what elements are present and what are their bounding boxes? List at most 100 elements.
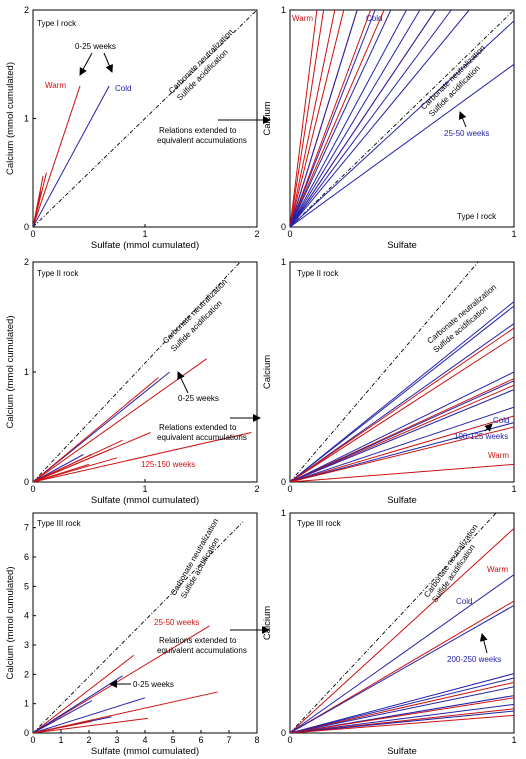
y-tick-label: 7 bbox=[24, 523, 29, 533]
x-axis-label: Sulfate (mmol cumulated) bbox=[91, 746, 199, 757]
reference-line bbox=[33, 10, 257, 227]
panel-type3-left: 0 1 2 3 4 5 6 7 8 0 1 2 3 4 5 6 7 Sulfate (mmol cumulated… bbox=[5, 512, 260, 757]
weeks-label: 0-25 weeks bbox=[178, 394, 219, 403]
warm-series-line bbox=[33, 377, 159, 482]
cold-series-line bbox=[290, 604, 514, 733]
reference-label-top: Carbonate neutralization bbox=[426, 283, 499, 346]
x-tick-label: 0 bbox=[30, 484, 35, 494]
weeks-pointer-arrow bbox=[177, 371, 189, 394]
x-tick-label: 7 bbox=[226, 735, 231, 745]
y-tick-label: 1 bbox=[281, 257, 286, 267]
warm-series-line bbox=[290, 336, 514, 482]
x-tick-label: 1 bbox=[142, 229, 147, 239]
warm-series-line bbox=[33, 654, 135, 733]
warm-series-line bbox=[290, 10, 345, 227]
warm-series-line bbox=[290, 384, 514, 482]
x-axis-label: Sulfate bbox=[387, 746, 417, 757]
warm-series-line bbox=[33, 448, 112, 482]
reference-line bbox=[290, 513, 497, 733]
cold-series-line bbox=[290, 380, 514, 482]
rock-label: Type III rock bbox=[37, 519, 82, 528]
x-tick-label: 8 bbox=[254, 735, 259, 745]
y-axis-label: Calcium (mmol cumulated) bbox=[5, 316, 16, 429]
x-tick-label: 2 bbox=[254, 484, 259, 494]
warm-series-line bbox=[290, 10, 336, 227]
reference-label-top: Carbonate neutralization bbox=[161, 277, 229, 345]
reference-line bbox=[290, 262, 479, 482]
cold-label: Cold bbox=[366, 14, 382, 23]
cold-series-line bbox=[33, 85, 110, 227]
cold-series-line bbox=[290, 10, 407, 227]
cold-series-line bbox=[290, 10, 421, 227]
x-tick-label: 0 bbox=[287, 735, 292, 745]
y-tick-label: 2 bbox=[24, 5, 29, 15]
rock-label: Type I rock bbox=[457, 212, 497, 221]
cold-series-line bbox=[290, 574, 514, 733]
cold-series-line bbox=[290, 703, 514, 733]
cold-series-line bbox=[290, 63, 514, 227]
weeks-label: 0-25 weeks bbox=[75, 42, 116, 51]
weeks-label: 200-250 weeks bbox=[447, 655, 501, 664]
reference-line bbox=[290, 10, 514, 227]
cold-series-line bbox=[290, 10, 470, 227]
warm-label: Warm bbox=[488, 451, 509, 460]
warm-series-line bbox=[290, 10, 318, 227]
y-tick-label: 6 bbox=[24, 552, 29, 562]
y-tick-label: 3 bbox=[24, 640, 29, 650]
extend-label-2: equivalent accumulations bbox=[157, 136, 247, 145]
y-tick-label: 1 bbox=[24, 699, 29, 709]
y-axis-label: Calcium bbox=[262, 101, 273, 135]
warm-label: Warm bbox=[487, 565, 508, 574]
reference-label-top: Carbonate neutralization bbox=[167, 27, 235, 95]
cold-series-line bbox=[290, 10, 452, 227]
plot-frame bbox=[32, 261, 258, 483]
warm-series-line bbox=[33, 625, 210, 733]
panel-type2-right: 0 1 0 1 Sulfate Calcium bbox=[262, 257, 517, 506]
cold-series-line bbox=[290, 389, 514, 482]
cold-series-line bbox=[290, 10, 437, 227]
warm-label: Warm bbox=[45, 81, 66, 90]
warm-series-line bbox=[33, 203, 40, 227]
warm-series-line bbox=[290, 10, 325, 227]
warm-label: Warm bbox=[292, 14, 313, 23]
cold-series-line bbox=[33, 700, 93, 733]
x-tick-label: 3 bbox=[114, 735, 119, 745]
warm-series-line bbox=[290, 528, 514, 733]
cold-label: Cold bbox=[456, 597, 472, 606]
cold-series-line bbox=[290, 305, 514, 482]
x-axis-label: Sulfate (mmol cumulated) bbox=[91, 495, 199, 506]
warm-series-line bbox=[290, 681, 514, 733]
y-tick-label: 0 bbox=[281, 728, 286, 738]
rock-label: Type I rock bbox=[37, 19, 77, 28]
extend-label-2: equivalent accumulations bbox=[157, 646, 247, 655]
warm-series-line bbox=[290, 10, 385, 227]
x-tick-label: 1 bbox=[142, 484, 147, 494]
cold-series-line bbox=[290, 20, 514, 227]
y-tick-label: 2 bbox=[24, 257, 29, 267]
rock-label: Type III rock bbox=[297, 519, 342, 528]
warm-series-line bbox=[33, 720, 92, 733]
cold-series-line bbox=[290, 10, 392, 227]
cold-series-line bbox=[290, 710, 514, 733]
cold-series-line bbox=[290, 422, 514, 482]
cold-series-line bbox=[33, 697, 146, 733]
weeks-label: 25-50 weeks bbox=[444, 129, 489, 138]
weeks-pointer-arrow bbox=[484, 423, 493, 432]
y-tick-label: 5 bbox=[24, 581, 29, 591]
panel-type3-right: 0 1 0 1 Sulfate Calcium bbox=[262, 508, 517, 757]
warm-series-line bbox=[33, 432, 252, 482]
y-tick-label: 0 bbox=[24, 222, 29, 232]
cold-series-line bbox=[290, 10, 376, 227]
cold-series-line bbox=[290, 323, 514, 482]
weeks-pointer-arrow bbox=[79, 52, 93, 76]
y-tick-label: 0 bbox=[281, 222, 286, 232]
cold-series-line bbox=[290, 673, 514, 733]
x-axis-label: Sulfate (mmol cumulated) bbox=[91, 240, 199, 251]
warm-series-line bbox=[290, 415, 514, 482]
weeks-label-2: 25-50 weeks bbox=[154, 618, 199, 627]
warm-series-line bbox=[290, 600, 514, 733]
cold-label: Cold bbox=[493, 416, 509, 425]
warm-series-line bbox=[33, 691, 218, 733]
x-tick-label: 0 bbox=[287, 229, 292, 239]
